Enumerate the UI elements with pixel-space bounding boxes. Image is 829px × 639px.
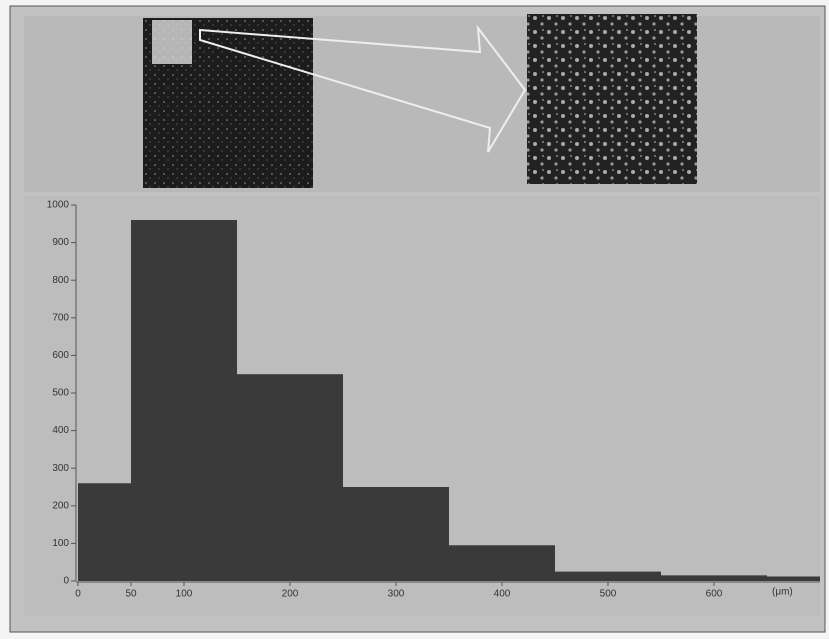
x-tick-label: 600 xyxy=(706,589,723,600)
bar xyxy=(237,374,343,581)
bar xyxy=(131,220,237,581)
x-tick-label: 400 xyxy=(494,589,511,600)
bar xyxy=(78,483,131,581)
bar xyxy=(555,572,661,581)
x-tick-label: 0 xyxy=(75,589,81,600)
y-tick-label: 600 xyxy=(52,350,69,361)
x-tick-label: 300 xyxy=(388,589,405,600)
y-tick-label: 200 xyxy=(52,500,69,511)
x-axis-label: (μm) xyxy=(772,587,793,598)
zoomed-image xyxy=(527,14,697,184)
chart: (μm) 0 100 200 300 400 500 600 700 800 900 1000 0 50… xyxy=(0,0,829,639)
bar xyxy=(661,575,767,581)
x-tick-label: 100 xyxy=(176,589,193,600)
y-tick-label: 1000 xyxy=(47,200,70,211)
bar xyxy=(343,487,449,581)
y-tick-label: 800 xyxy=(52,275,69,286)
y-tick-label: 700 xyxy=(52,312,69,323)
y-tick-label: 400 xyxy=(52,425,69,436)
x-tick-label: 200 xyxy=(282,589,299,600)
x-tick-label: 50 xyxy=(125,589,137,600)
y-tick-label: 900 xyxy=(52,237,69,248)
page: (μm) 0 100 200 300 400 500 600 700 800 900 1000 0 50… xyxy=(0,0,829,639)
selection xyxy=(152,20,192,64)
y-tick-label: 100 xyxy=(52,538,69,549)
y-tick-label: 500 xyxy=(52,388,69,399)
bar xyxy=(449,545,555,581)
y-tick-label: 300 xyxy=(52,463,69,474)
bar xyxy=(767,576,820,581)
x-tick-label: 500 xyxy=(600,589,617,600)
y-tick-label: 0 xyxy=(63,576,69,587)
